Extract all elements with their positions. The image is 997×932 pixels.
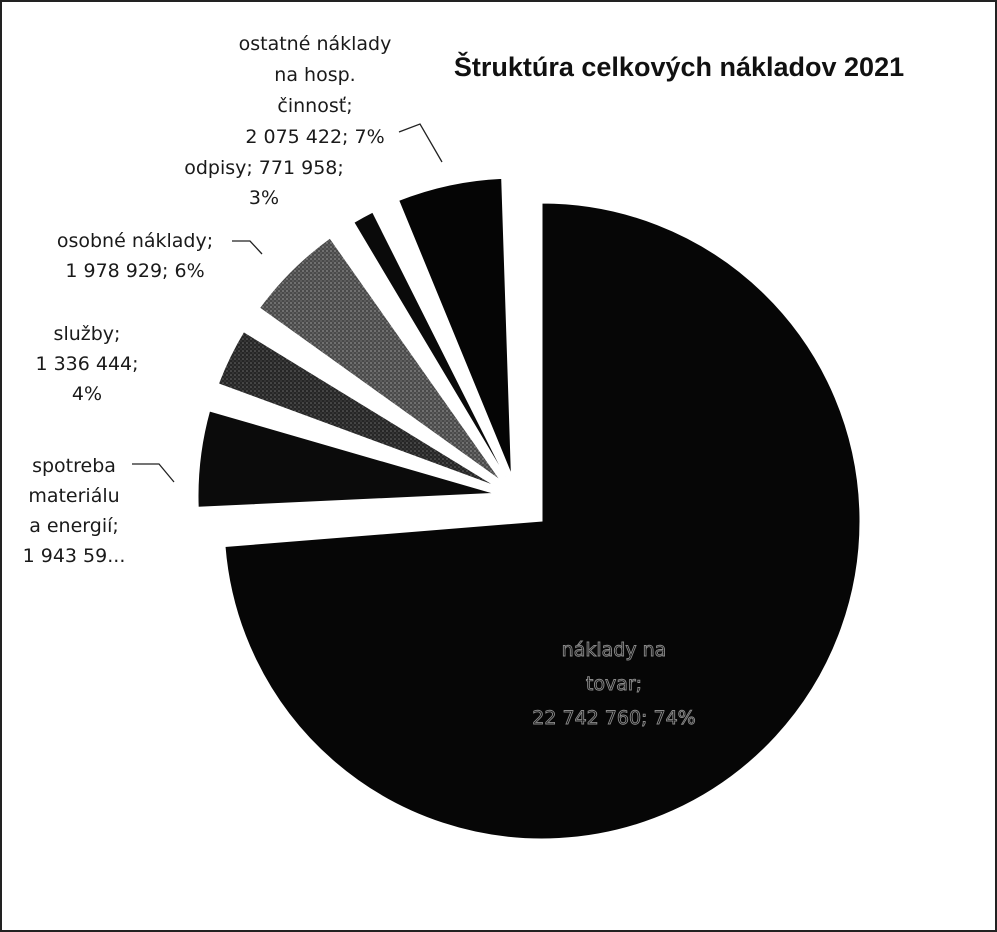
data-label-ostatne-naklady-na-hosp-cinnost: ostatné náklady na hosp. činnosť; 2 075 422… <box>239 33 392 148</box>
pie-slice-odpisy <box>353 211 506 477</box>
leader-line-ostatne-naklady <box>398 123 443 163</box>
pie-slice-osobne-naklady <box>258 237 501 481</box>
data-label-osobne-naklady: osobné náklady; 1 978 929; 6% <box>57 230 213 282</box>
data-label-sluzby: služby; 1 336 444; 4% <box>35 323 138 405</box>
pie-slice-sluzby <box>217 331 497 487</box>
pie-slice-spotreba-materialu-a-energii <box>197 410 495 508</box>
data-label-naklady-na-tovar: náklady na tovar; 22 742 760; 74% <box>532 639 695 729</box>
pie-slice-naklady-na-tovar <box>224 202 861 840</box>
chart-title: Štruktúra celkových nákladov 2021 <box>454 51 904 82</box>
leader-line-osobne-naklady <box>232 240 263 255</box>
data-label-odpisy: odpisy; 771 958; 3% <box>184 157 344 209</box>
data-label-spotreba-materialu-a-energii: spotreba materiálu a energií; 1 943 59... <box>23 455 126 567</box>
leader-line-spotreba <box>132 463 175 483</box>
pie-slice-ostatne-naklady-na-hosp-cinnost <box>398 177 512 475</box>
